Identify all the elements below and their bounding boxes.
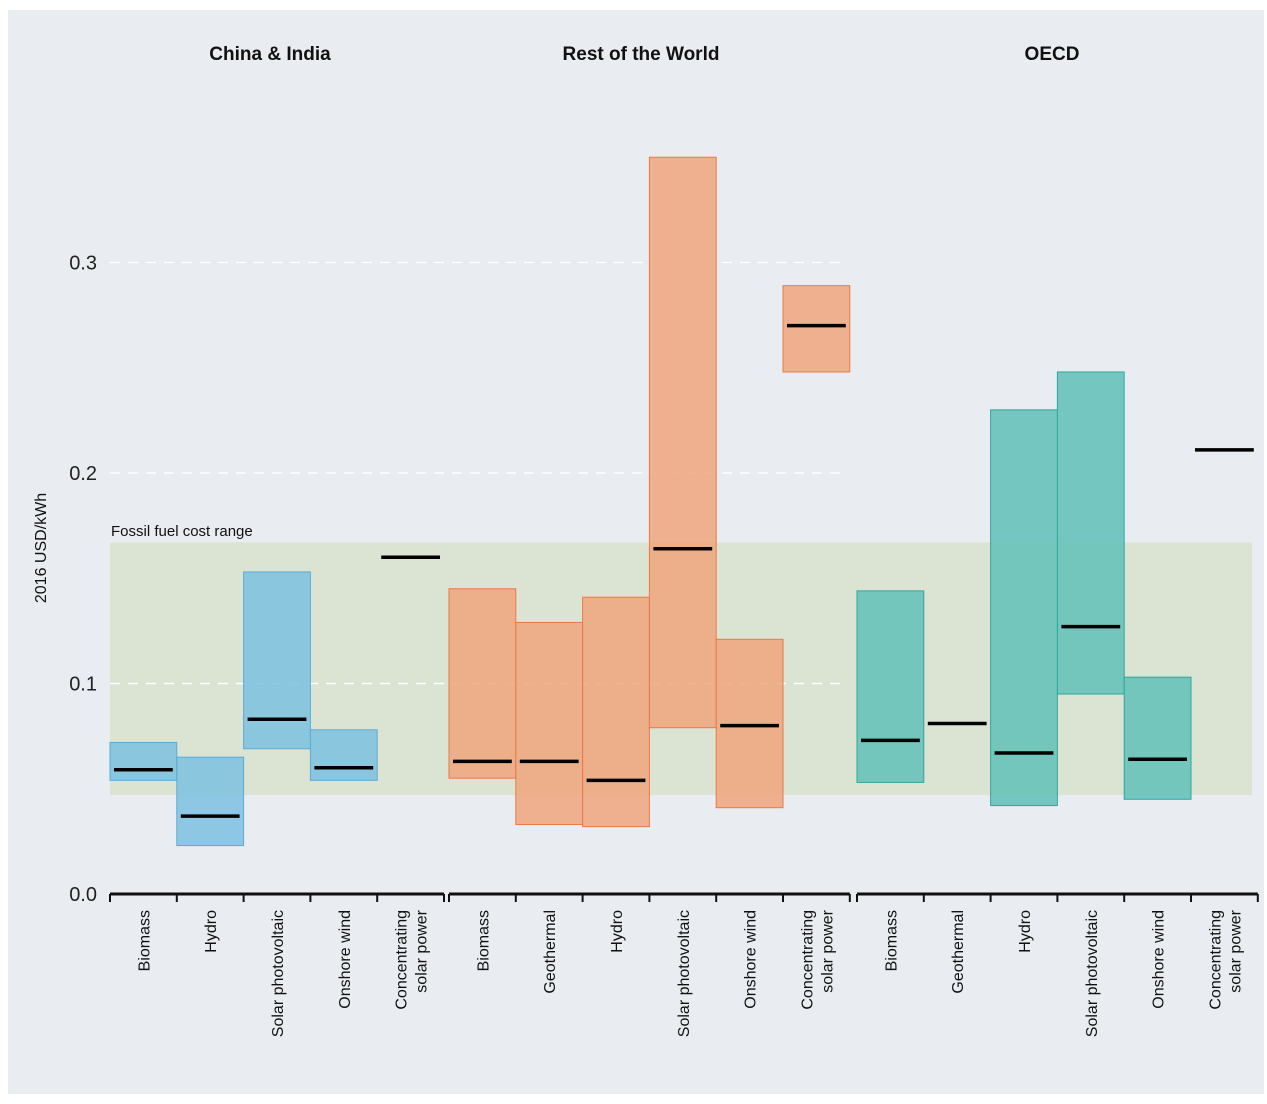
category-label: Geothermal (950, 910, 967, 994)
y-axis-ticks: 0.0 0.1 0.2 0.3 (69, 253, 97, 907)
category-label: Onshore wind (1151, 910, 1168, 1009)
category-label: Concentrating solar power (799, 909, 836, 1009)
y-tick-label: 0.0 (69, 884, 97, 906)
group-titles: China & India Rest of the World OECD (209, 44, 1079, 65)
category-label-line: Concentrating (799, 910, 816, 1010)
group-title: China & India (209, 44, 331, 65)
category-label-line: solar power (414, 909, 431, 992)
category-label: Geothermal (542, 910, 559, 994)
x-axis (109, 892, 1259, 902)
category-label: Biomass (136, 910, 153, 971)
category-label-line: solar power (1227, 909, 1244, 992)
category-label-line: Concentrating (1207, 910, 1224, 1010)
range-bar (1123, 676, 1192, 800)
group-title: OECD (1025, 44, 1080, 65)
group-title: Rest of the World (563, 44, 720, 65)
range-bar (448, 588, 517, 779)
category-label: Biomass (883, 910, 900, 971)
category-label: Hydro (1017, 910, 1034, 953)
category-label: Hydro (203, 910, 220, 953)
range-bar (715, 638, 784, 809)
range-bar (243, 571, 311, 750)
y-tick-label: 0.1 (69, 674, 97, 696)
category-label: Solar photovoltaic (676, 910, 693, 1037)
range-bar (782, 285, 851, 373)
category-label: Onshore wind (743, 910, 760, 1009)
range-bar (109, 741, 178, 781)
category-label: Concentrating solar power (1207, 909, 1244, 1009)
range-bar (856, 590, 925, 783)
category-label-line: solar power (819, 909, 836, 992)
range-bar (515, 621, 584, 826)
range-bar (1056, 371, 1125, 695)
range-bar (582, 596, 650, 828)
category-label: Hydro (609, 910, 626, 953)
category-label: Solar photovoltaic (1084, 910, 1101, 1037)
category-label: Concentrating solar power (394, 909, 431, 1009)
range-bar (990, 409, 1058, 807)
category-label-line: Concentrating (394, 910, 411, 1010)
range-bar (648, 156, 717, 729)
range-bar (176, 756, 245, 847)
average-markers (114, 323, 1254, 818)
category-labels: Biomass Hydro Solar photovoltaic Onshore wi… (136, 909, 1244, 1037)
category-label: Solar photovoltaic (270, 910, 287, 1037)
y-tick-label: 0.2 (69, 463, 97, 485)
y-tick-label: 0.3 (69, 253, 97, 275)
fossil-band-label: Fossil fuel cost range (111, 523, 253, 540)
category-label: Onshore wind (337, 910, 354, 1009)
y-axis-label: 2016 USD/kWh (33, 493, 50, 603)
category-label: Biomass (475, 910, 492, 971)
range-bar (309, 729, 378, 781)
